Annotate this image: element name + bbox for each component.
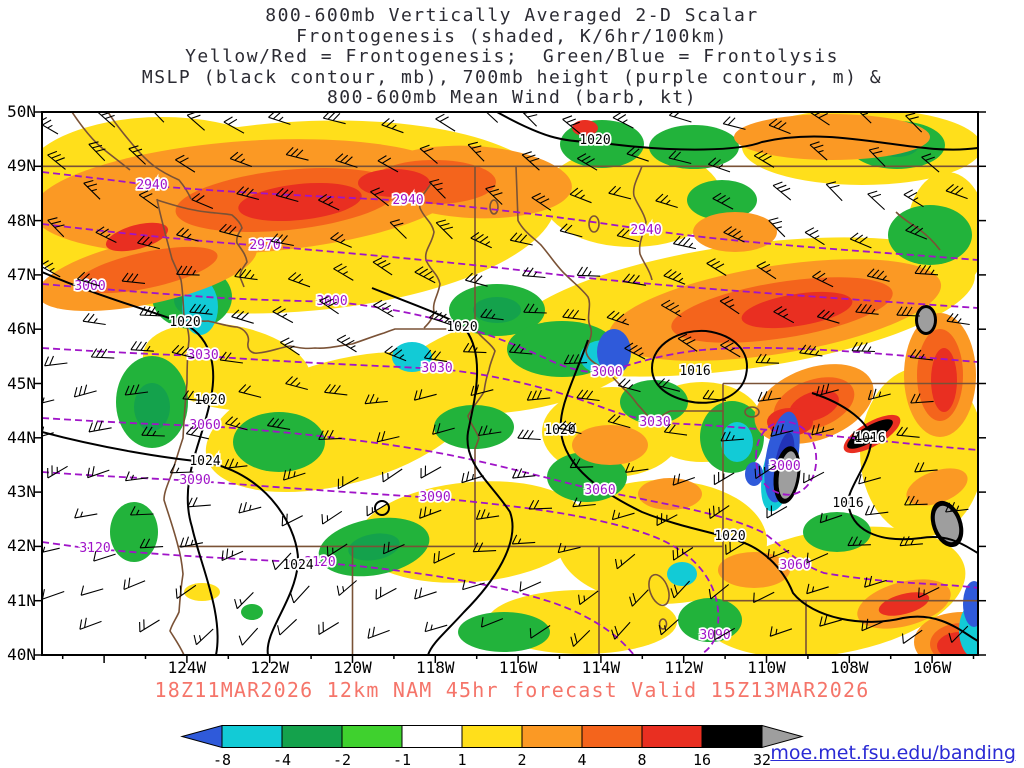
lat-axis-label: 43N: [7, 482, 36, 502]
map-frame: [34, 111, 986, 663]
title-block: 800-600mb Vertically Averaged 2-D Scalar…: [0, 5, 1024, 109]
contour-label: 2970: [249, 238, 280, 253]
contour-label: 3090: [179, 473, 210, 488]
colorbar-segment: [341, 725, 403, 748]
contour-label: 3060: [189, 418, 220, 433]
state-borders: [42, 112, 978, 655]
colorbar-segment: [701, 725, 763, 748]
lat-axis-label: 49N: [7, 156, 36, 176]
contour-label: 3090: [419, 490, 450, 505]
map-canvas: 2940 2940 2940 2970 3000 3000 3000 3000 3030 3030…: [34, 111, 986, 663]
contour-label: 3000: [591, 365, 622, 380]
contour-label: 3060: [779, 558, 810, 573]
colorbar-segment: [401, 725, 463, 748]
colorbar-tick-label: 4: [577, 751, 586, 768]
contour-label: 3030: [639, 415, 670, 430]
colorbar-segment: [521, 725, 583, 748]
colorbar: -8 -4 -2 -1 1 2 4 8 16 32: [172, 723, 816, 768]
colorbar-tick-label: -1: [393, 751, 411, 768]
lon-axis-label: 106W: [912, 658, 952, 677]
contour-label: 1020: [194, 393, 225, 408]
lat-axis-label: 46N: [7, 319, 36, 339]
wind-barbs: [42, 112, 970, 647]
colorbar-segment: [461, 725, 523, 748]
title-line-3: Yellow/Red = Frontogenesis; Green/Blue =…: [185, 46, 839, 67]
title-line-1: 800-600mb Vertically Averaged 2-D Scalar: [265, 5, 759, 26]
lat-axis-label: 40N: [7, 645, 36, 664]
colorbar-tick-label: 2: [517, 751, 526, 768]
contour-label: 2940: [630, 223, 661, 238]
lon-axis-label: 124W: [167, 658, 207, 677]
lon-axis-label: 120W: [333, 658, 372, 677]
contour-label: 3120: [79, 541, 110, 556]
mslp-contours: [42, 112, 978, 655]
contour-label: 3030: [187, 348, 218, 363]
lat-axis-label: 50N: [7, 102, 36, 121]
contour-label: 3000: [769, 459, 800, 474]
contour-label: 2940: [392, 193, 423, 208]
height-contour-labels: 2940 2940 2940 2970 3000 3000 3000 3000 3030 3030…: [73, 176, 813, 645]
lat-axis-label: 41N: [7, 590, 36, 610]
lon-axis-label: 112W: [664, 658, 703, 677]
lon-axis-label: 116W: [498, 658, 538, 677]
colorbar-arrow-right: [761, 724, 804, 749]
contour-label: 3120: [304, 555, 335, 570]
lon-axis-label: 108W: [830, 658, 869, 677]
colorbar-tick-label: -4: [273, 751, 291, 768]
contour-label: 3030: [421, 361, 452, 376]
frontogenesis-shading: [42, 112, 978, 655]
colorbar-bar: [180, 724, 804, 749]
lon-axis-label: 114W: [581, 658, 621, 677]
lat-axis-label: 48N: [7, 210, 36, 230]
colorbar-tick-label: 1: [457, 751, 466, 768]
contour-label: 1016: [832, 496, 863, 511]
colorbar-tick-label: -8: [213, 751, 231, 768]
contour-label: 3060: [584, 483, 615, 498]
colorbar-segment: [641, 725, 703, 748]
lat-axis-label: 42N: [7, 536, 36, 556]
title-line-2: Frontogenesis (shaded, K/6hr/100km): [296, 25, 728, 47]
contour-label: 2940: [136, 178, 167, 193]
title-line-4: MSLP (black contour, mb), 700mb height (…: [141, 66, 883, 88]
contour-label: 1020: [169, 315, 200, 330]
lat-axis-label: 44N: [7, 427, 36, 447]
contour-label: 1020: [714, 529, 745, 544]
contour-label: 1024: [282, 558, 313, 573]
lat-axis-label: 45N: [7, 373, 36, 393]
colorbar-arrow-left: [180, 724, 223, 749]
colorbar-tick-label: 8: [637, 751, 646, 768]
lon-axis-label: 118W: [416, 658, 455, 677]
colorbar-tick-label: 16: [693, 751, 711, 768]
colorbar-segment: [281, 725, 343, 748]
colorbar-segment: [221, 725, 283, 748]
contour-label: 1020: [579, 133, 610, 148]
lat-axis-label: 47N: [7, 264, 36, 284]
contour-label: 3000: [74, 279, 105, 294]
contour-label: 1024: [189, 454, 220, 469]
colorbar-tick-label: 32: [753, 751, 771, 768]
colorbar-tick-label: -2: [333, 751, 351, 768]
contour-label: 1016: [679, 364, 710, 379]
contour-label: 1020: [544, 423, 575, 438]
forecast-caption: 18Z11MAR2026 12km NAM 45hr forecast Vali…: [154, 678, 870, 702]
title-line-5: 800-600mb Mean Wind (barb, kt): [326, 87, 698, 108]
colorbar-segment: [581, 725, 643, 748]
contour-label: 1020: [446, 320, 477, 335]
lon-axis-label: 110W: [747, 658, 786, 677]
lon-axis-label: 122W: [250, 658, 289, 677]
contour-label: 3000: [316, 294, 347, 309]
credit-link[interactable]: moe.met.fsu.edu/banding: [770, 742, 1016, 764]
